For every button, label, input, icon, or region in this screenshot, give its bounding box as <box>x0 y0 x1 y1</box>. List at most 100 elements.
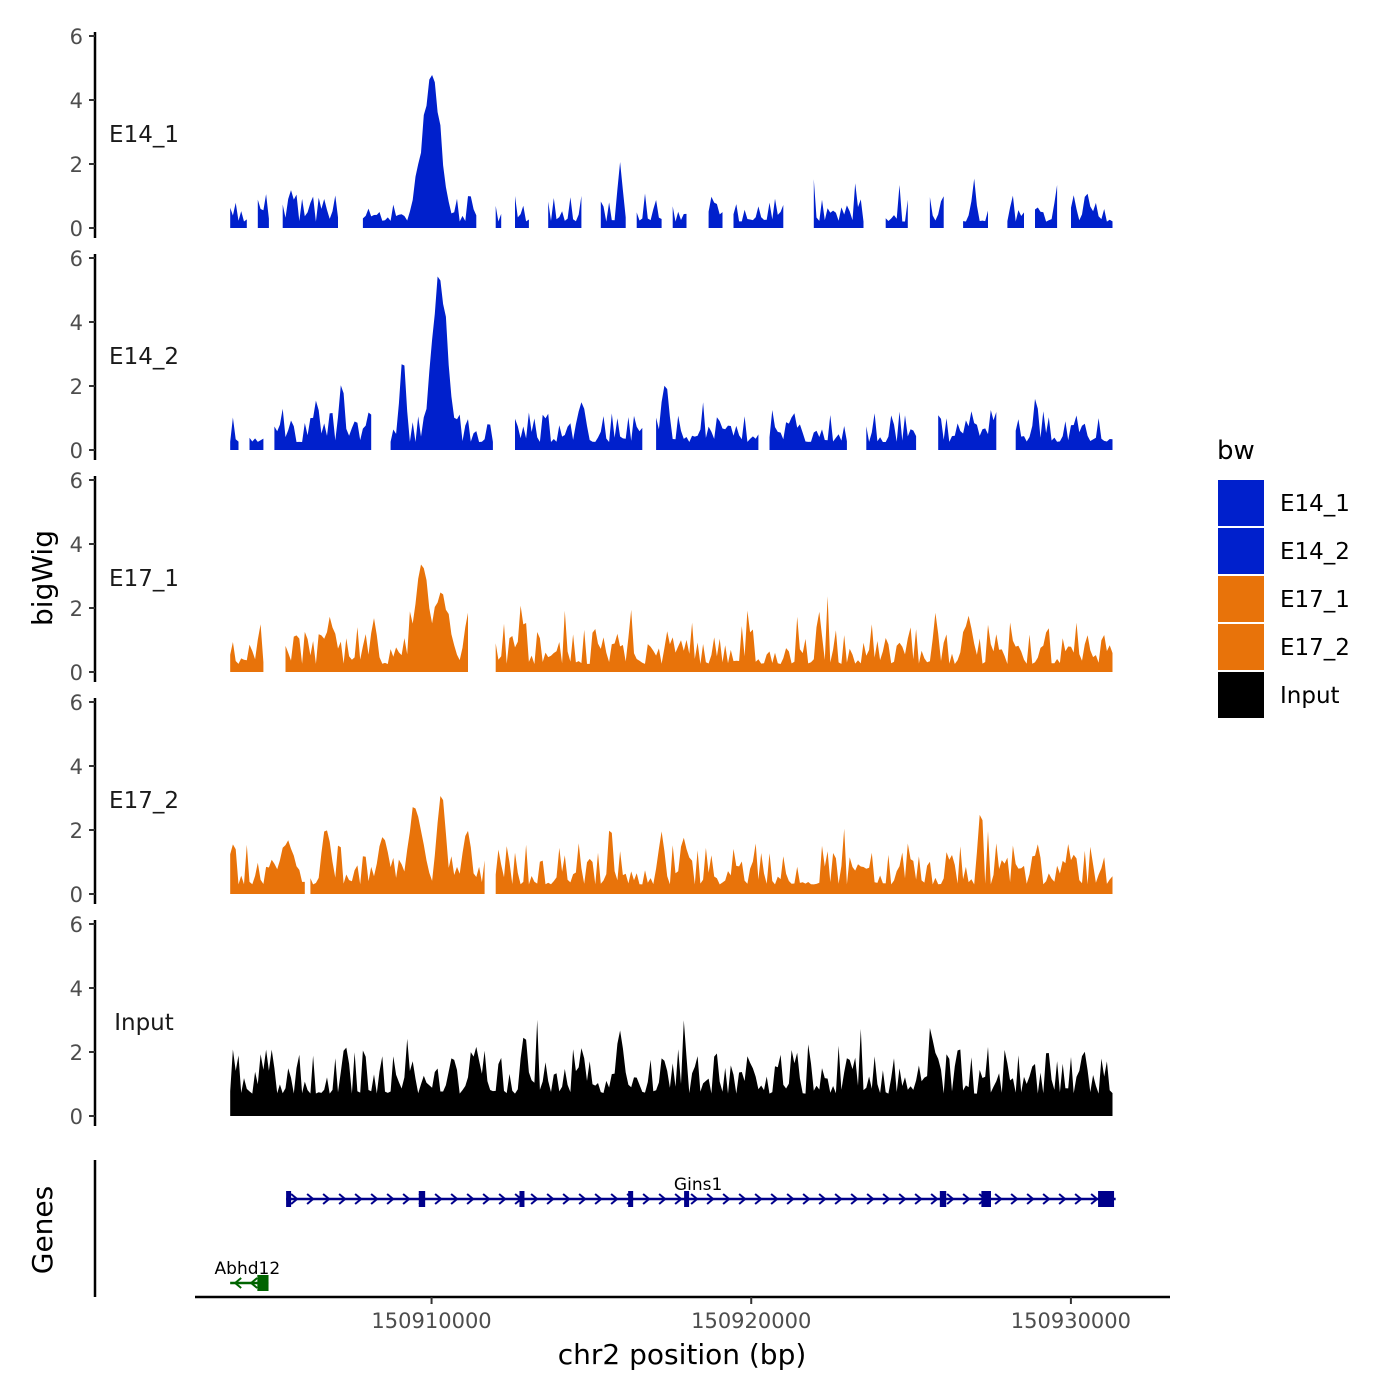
strand-arrow <box>578 1193 587 1205</box>
strand-arrow <box>690 1193 699 1205</box>
gene-abhd12: Abhd12 <box>215 1259 281 1291</box>
track-label: E17_1 <box>109 566 179 592</box>
legend-swatch <box>1218 624 1264 670</box>
exon <box>418 1191 426 1207</box>
exon <box>286 1191 292 1207</box>
legend-swatch <box>1218 672 1264 718</box>
legend-swatch <box>1218 576 1264 622</box>
strand-arrow <box>866 1193 875 1205</box>
track-e14-1: 0 2 4 6 E14_1 <box>70 25 1113 241</box>
strand-arrow <box>498 1193 507 1205</box>
legend-label: E14_1 <box>1280 491 1350 517</box>
y-tick-label: 0 <box>70 439 83 463</box>
y-tick-label: 4 <box>70 755 83 779</box>
y-tick-label: 2 <box>70 153 83 177</box>
legend-label: E14_2 <box>1280 539 1350 565</box>
genes-track: Gins1 Abhd12 <box>93 1160 1116 1297</box>
x-axis: 150910000 150920000 150930000 <box>195 1295 1170 1333</box>
strand-arrow <box>546 1193 555 1205</box>
strand-arrow <box>898 1193 907 1205</box>
y-tick-label: 6 <box>70 25 83 49</box>
signal-area <box>230 276 1113 450</box>
exon <box>981 1191 991 1207</box>
track-e17-1: 0 2 4 6 E17_1 <box>70 469 1113 685</box>
strand-arrow <box>370 1193 379 1205</box>
strand-arrow <box>594 1193 603 1205</box>
track-label: E14_1 <box>109 122 179 148</box>
exon <box>1098 1191 1115 1207</box>
strand-arrow <box>610 1193 619 1205</box>
strand-arrow <box>249 1277 258 1289</box>
strand-arrow <box>402 1193 411 1205</box>
legend-swatch <box>1218 480 1264 526</box>
strand-arrow <box>1010 1193 1019 1205</box>
strand-arrow <box>722 1193 731 1205</box>
track-label: Input <box>114 1010 174 1036</box>
strand-arrow <box>914 1193 923 1205</box>
strand-arrow <box>994 1193 1003 1205</box>
y-tick-label: 4 <box>70 977 83 1001</box>
exon <box>519 1191 525 1207</box>
strand-arrow <box>434 1193 443 1205</box>
y-tick-label: 0 <box>70 661 83 685</box>
strand-arrow <box>658 1193 667 1205</box>
strand-arrow <box>1026 1193 1035 1205</box>
y-axis-title: bigWig <box>26 530 59 626</box>
strand-arrow <box>850 1193 859 1205</box>
legend-label: Input <box>1280 683 1340 709</box>
gene-name: Abhd12 <box>215 1259 281 1279</box>
y-tick-label: 4 <box>70 533 83 557</box>
signal-tracks: 0 2 4 6 E14_1 0 2 4 6 E14_2 0 2 4 6 E17_1 0 2 4 6 E17_2 0 2 4 6… <box>70 25 1113 1129</box>
y-tick-label: 6 <box>70 913 83 937</box>
strand-arrow <box>770 1193 779 1205</box>
strand-arrow <box>754 1193 763 1205</box>
strand-arrow <box>674 1193 683 1205</box>
strand-arrow <box>1042 1193 1051 1205</box>
y-tick-label: 6 <box>70 469 83 493</box>
strand-arrow <box>562 1193 571 1205</box>
exon <box>684 1191 690 1207</box>
gene-name: Gins1 <box>674 1175 722 1195</box>
legend-title: bw <box>1217 436 1255 466</box>
y-tick-label: 2 <box>70 597 83 621</box>
strand-arrow <box>946 1193 955 1205</box>
exon <box>257 1275 269 1291</box>
strand-arrow <box>1090 1193 1099 1205</box>
strand-arrow <box>930 1193 939 1205</box>
y-tick-label: 4 <box>70 311 83 335</box>
strand-arrow <box>466 1193 475 1205</box>
strand-arrow <box>882 1193 891 1205</box>
legend-label: E17_1 <box>1280 587 1350 613</box>
strand-arrow <box>834 1193 843 1205</box>
strand-arrow <box>530 1193 539 1205</box>
strand-arrow <box>290 1193 299 1205</box>
strand-arrow <box>450 1193 459 1205</box>
track-e14-2: 0 2 4 6 E14_2 <box>70 247 1113 463</box>
y-tick-label: 2 <box>70 1041 83 1065</box>
signal-area <box>230 75 1113 228</box>
legend-label: E17_2 <box>1280 635 1350 661</box>
signal-area <box>230 1019 1113 1116</box>
y-tick-label: 2 <box>70 819 83 843</box>
legend: bw E14_1 E14_2 E17_1 E17_2 Input <box>1217 436 1350 718</box>
track-label: E14_2 <box>109 344 179 370</box>
x-axis-title: chr2 position (bp) <box>558 1338 807 1371</box>
strand-arrow <box>706 1193 715 1205</box>
strand-arrow <box>962 1193 971 1205</box>
y-tick-label: 0 <box>70 217 83 241</box>
strand-arrow <box>482 1193 491 1205</box>
strand-arrow <box>1074 1193 1083 1205</box>
legend-swatch <box>1218 528 1264 574</box>
exon <box>939 1191 947 1207</box>
gene-gins1: Gins1 <box>286 1175 1116 1207</box>
exon <box>628 1191 634 1207</box>
strand-arrow <box>738 1193 747 1205</box>
y-tick-label: 6 <box>70 247 83 271</box>
strand-arrow <box>818 1193 827 1205</box>
strand-arrow <box>786 1193 795 1205</box>
strand-arrow <box>642 1193 651 1205</box>
strand-arrow <box>306 1193 315 1205</box>
x-tick-label: 150910000 <box>371 1309 491 1333</box>
strand-arrow <box>1058 1193 1067 1205</box>
y-tick-label: 4 <box>70 89 83 113</box>
